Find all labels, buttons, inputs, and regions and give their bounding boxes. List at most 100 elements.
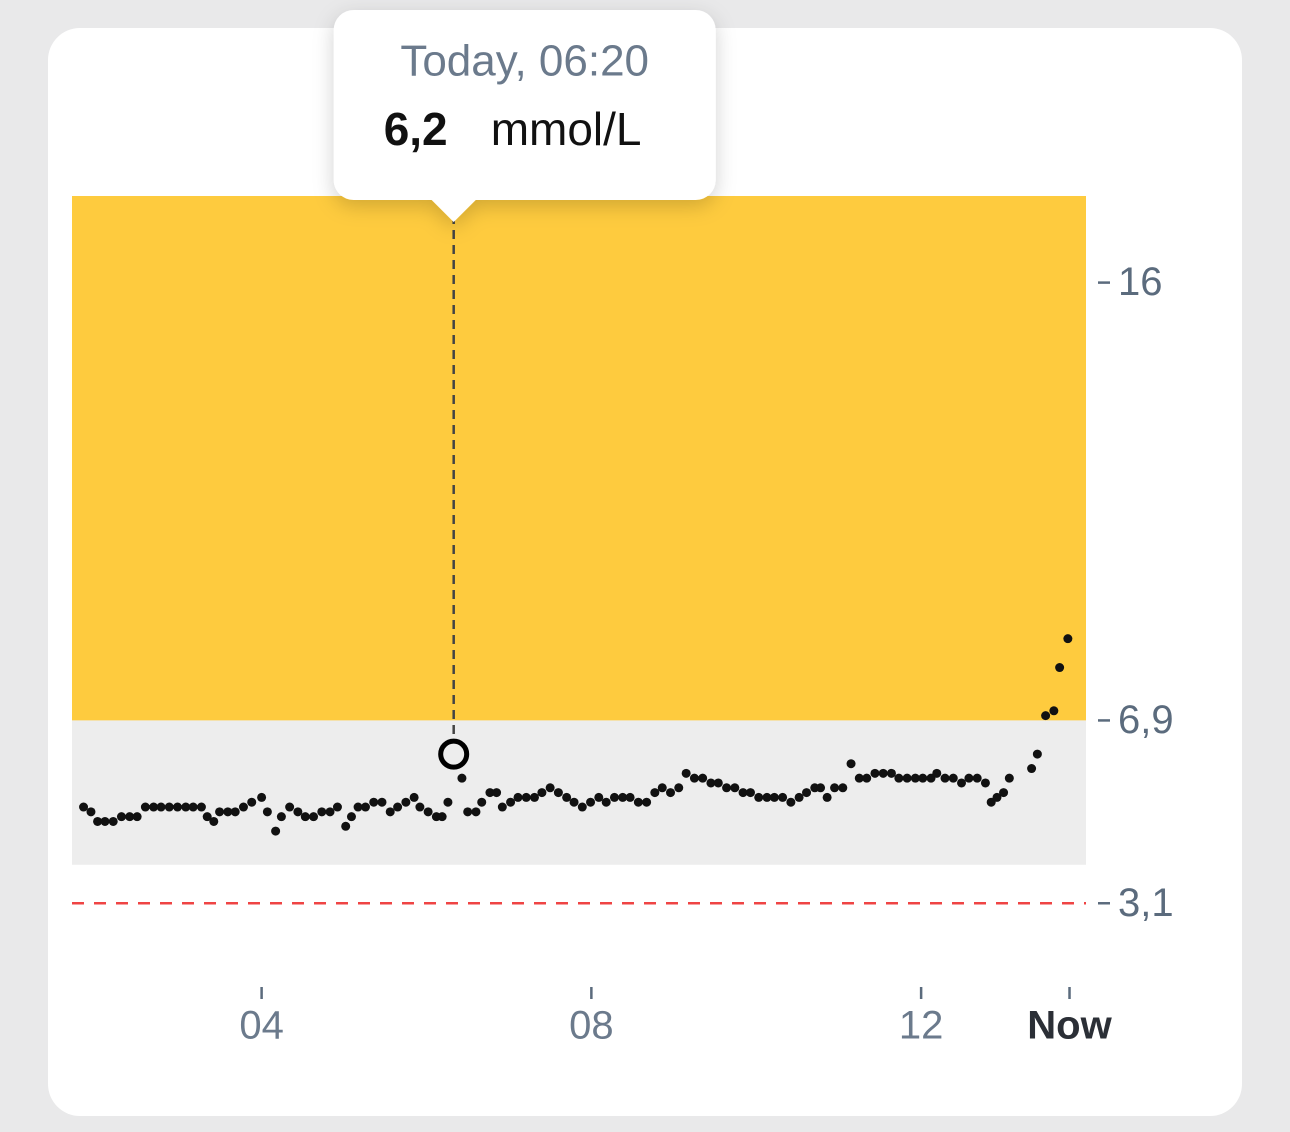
reading-dot: [657, 783, 667, 793]
reading-dot: [745, 788, 755, 798]
reading-dot: [140, 802, 150, 812]
plot-area: 16 6,9 3,1 04 08 12 Now: [72, 196, 1174, 1048]
reading-dot: [156, 802, 166, 812]
reading-dot: [730, 783, 740, 793]
reading-dot: [577, 802, 587, 812]
reading-dot: [878, 768, 888, 778]
reading-dot: [674, 783, 684, 793]
reading-dot: [415, 802, 425, 812]
reading-dot: [317, 807, 327, 817]
reading-dot: [553, 788, 563, 798]
reading-dot: [870, 768, 880, 778]
reading-dot: [149, 802, 159, 812]
x-tick-label: 04: [239, 1004, 284, 1048]
reading-dot: [1041, 711, 1051, 721]
reading-dot: [1004, 773, 1014, 783]
reading-dot: [443, 797, 453, 807]
reading-dot: [271, 826, 281, 836]
y-tick-label: 16: [1118, 260, 1163, 304]
reading-dot: [1055, 663, 1065, 673]
reading-dot: [393, 802, 403, 812]
reading-dot: [601, 797, 611, 807]
range-band: [72, 196, 1086, 721]
reading-dot: [346, 812, 356, 822]
reading-dot: [778, 792, 788, 802]
reading-dot: [722, 783, 732, 793]
reading-dot: [108, 816, 118, 826]
reading-dot: [1027, 764, 1037, 774]
reading-dot: [300, 812, 310, 822]
x-tick-label: 08: [569, 1004, 614, 1048]
reading-dot: [86, 807, 96, 817]
reading-dot: [594, 792, 604, 802]
reading-dot: [202, 812, 212, 822]
reading-dot: [894, 773, 904, 783]
reading-dot: [698, 773, 708, 783]
reading-dot: [360, 802, 370, 812]
reading-dot: [164, 802, 174, 812]
reading-dot: [409, 792, 419, 802]
reading-dot: [910, 773, 920, 783]
reading-dot: [230, 807, 240, 817]
reading-dot: [650, 788, 660, 798]
reading-dot: [369, 797, 379, 807]
reading-dot: [642, 797, 652, 807]
reading-dot: [802, 788, 812, 798]
reading-dot: [586, 797, 596, 807]
reading-dot: [822, 792, 832, 802]
selected-point: [438, 738, 470, 770]
reading-dot: [537, 788, 547, 798]
reading-dot: [181, 802, 191, 812]
reading-dot: [992, 792, 1002, 802]
reading-dot: [463, 807, 473, 817]
reading-dot: [886, 768, 896, 778]
reading-dot: [293, 807, 303, 817]
tooltip-value: 6,2: [384, 103, 448, 155]
reading-dot: [116, 812, 126, 822]
reading-dot: [215, 807, 225, 817]
reading-dot: [562, 792, 572, 802]
reading-dot: [332, 802, 342, 812]
reading-dot: [173, 802, 183, 812]
reading-dot: [477, 797, 487, 807]
reading-dot: [457, 773, 467, 783]
reading-dot: [506, 797, 516, 807]
range-band: [72, 720, 1086, 865]
reading-dot: [625, 792, 635, 802]
reading-dot: [918, 773, 928, 783]
reading-dot: [964, 773, 974, 783]
reading-dot: [569, 797, 579, 807]
reading-dot: [1049, 706, 1059, 716]
reading-dot: [196, 802, 206, 812]
reading-dot: [1032, 749, 1042, 759]
reading-dot: [545, 783, 555, 793]
reading-dot: [492, 788, 502, 798]
tooltip: Today, 06:20 6,2 mmol/L: [333, 10, 716, 222]
reading-dot: [609, 792, 619, 802]
reading-dot: [529, 792, 539, 802]
x-tick-label: Now: [1027, 1004, 1112, 1048]
reading-dot: [932, 768, 942, 778]
reading-dot: [285, 802, 295, 812]
reading-dot: [238, 802, 248, 812]
reading-dot: [830, 783, 840, 793]
tooltip-time: Today, 06:20: [400, 37, 649, 86]
reading-dot: [325, 807, 335, 817]
reading-dot: [209, 816, 219, 826]
reading-dot: [618, 792, 628, 802]
x-tick-label: 12: [899, 1004, 944, 1048]
reading-dot: [769, 792, 779, 802]
reading-dot: [93, 816, 103, 826]
reading-dot: [940, 773, 950, 783]
reading-dot: [79, 802, 89, 812]
reading-dot: [485, 788, 495, 798]
reading-dot: [309, 812, 319, 822]
reading-dot: [794, 792, 804, 802]
reading-dot: [247, 797, 257, 807]
reading-dot: [423, 807, 433, 817]
reading-dot: [980, 778, 990, 788]
y-tick-label: 3,1: [1118, 881, 1174, 925]
reading-dot: [738, 788, 748, 798]
